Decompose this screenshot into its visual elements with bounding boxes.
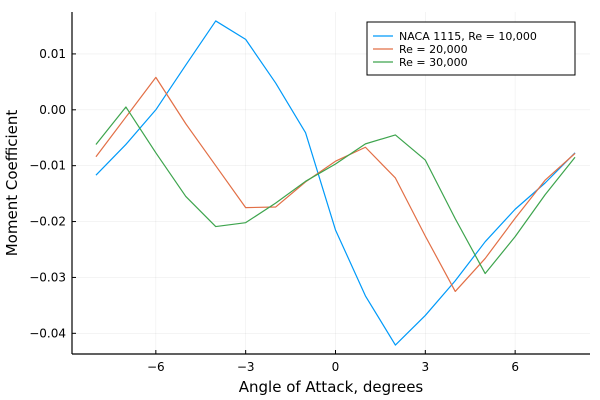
x-tick-label: −3: [237, 360, 255, 374]
grid: [72, 12, 590, 354]
y-axis-label: Moment Coefficient: [3, 110, 21, 257]
y-tick-label: −0.01: [29, 159, 66, 173]
ticks: −6 −3 0 3 6 0.01 0.00 −0.01 −0.02 −0.03 −0.04: [29, 47, 519, 374]
y-tick-label: −0.04: [29, 326, 66, 340]
x-tick-label: 6: [511, 360, 519, 374]
legend-label-series-3: Re = 30,000: [399, 56, 468, 69]
legend-label-series-1: NACA 1115, Re = 10,000: [399, 30, 537, 43]
x-tick-label: 3: [421, 360, 429, 374]
series-line-2: [95, 76, 576, 293]
x-axis-label: Angle of Attack, degrees: [239, 378, 424, 396]
legend-label-series-2: Re = 20,000: [399, 43, 468, 56]
y-tick-label: 0.01: [39, 47, 66, 61]
y-tick-label: −0.03: [29, 270, 66, 284]
x-tick-label: −6: [147, 360, 165, 374]
legend: NACA 1115, Re = 10,000 Re = 20,000 Re = …: [366, 21, 576, 76]
legend-box: [366, 21, 576, 76]
series-lines: [95, 20, 576, 346]
axes: [71, 12, 590, 355]
series-line-3: [95, 106, 576, 275]
series-line-1: [95, 20, 576, 346]
y-tick-label: −0.02: [29, 215, 66, 229]
y-tick-label: 0.00: [39, 103, 66, 117]
x-tick-label: 0: [332, 360, 340, 374]
